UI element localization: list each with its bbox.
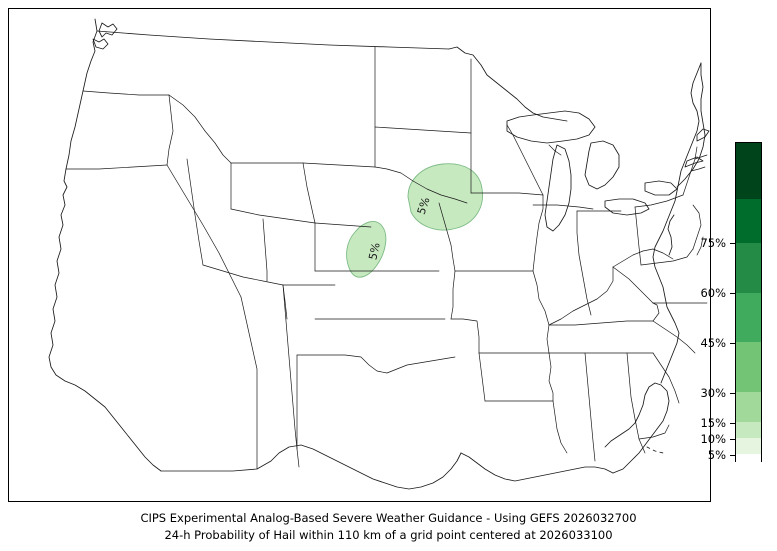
contour-fill-group	[346, 163, 483, 278]
border-mo-il-mississippi	[532, 270, 550, 354]
atlantic-coastline	[652, 62, 702, 384]
border-nd-sd	[374, 126, 472, 134]
colorbar-band-15-30	[736, 391, 761, 423]
border-ga-sc	[652, 352, 680, 404]
mexico-border	[160, 444, 462, 490]
colorbar-band-5-10	[736, 438, 761, 454]
contour-label-group: 5% 5%	[366, 196, 432, 262]
border-ca-nv	[166, 164, 242, 298]
border-pa-ny	[634, 194, 684, 208]
contour-region-colorado	[346, 221, 387, 278]
border-ut-co	[262, 218, 268, 282]
border-nj-ny	[692, 204, 702, 250]
border-in-il	[576, 210, 592, 316]
colorbar-gradient	[735, 142, 762, 474]
border-il-wi	[532, 204, 594, 210]
border-id-west	[166, 94, 174, 166]
contour-region-iowa	[407, 163, 483, 231]
border-mo-ok-ar	[450, 318, 480, 354]
pacific-coastline	[48, 18, 162, 472]
lake-huron	[584, 140, 620, 190]
border-ky-wv-va	[612, 266, 654, 304]
border-nv-ut	[186, 158, 204, 266]
colorbar-band-60-75	[736, 243, 761, 293]
border-ne-ia-missouri-river	[438, 202, 456, 272]
border-ky-tn	[548, 320, 654, 326]
colorbar-band-90-100	[736, 143, 761, 199]
border-ar-la-tx	[478, 352, 486, 402]
conus-map: 5% 5%	[48, 18, 710, 490]
border-de	[696, 236, 704, 256]
contour-label-iowa: 5%	[415, 196, 433, 217]
colorbar-band-below-5	[736, 453, 761, 474]
border-oh-ky-ohio-river	[548, 266, 614, 326]
border-ia-wi-mississippi	[532, 194, 544, 272]
lake-erie	[604, 198, 650, 216]
border-ny-ne	[682, 146, 698, 196]
border-ia-mn	[470, 192, 544, 196]
border-mo-ks	[450, 270, 456, 320]
caption-line-2: 24-h Probability of Hail within 110 km o…	[164, 528, 613, 542]
olympic-coast-detail	[92, 38, 109, 50]
border-ut-az-nv	[202, 264, 284, 286]
border-or-ca-nv	[65, 164, 168, 170]
state-boundaries-group	[65, 46, 708, 470]
colorbar-band-30-45	[736, 342, 761, 392]
border-ca-az	[240, 296, 258, 470]
puget-sound-detail	[98, 22, 118, 38]
border-ms-al	[584, 352, 596, 462]
border-mi-straits	[548, 144, 562, 156]
border-oh-pa	[634, 206, 642, 266]
border-ok-panhandle-west	[282, 284, 288, 320]
border-id-mt	[168, 94, 232, 164]
border-sc-nc	[652, 320, 696, 354]
minnesota-north-border	[448, 46, 568, 122]
border-wy-ut-co	[230, 208, 316, 224]
caption-line-1: CIPS Experimental Analog-Based Severe We…	[140, 511, 637, 525]
border-ga-fl	[638, 424, 670, 440]
border-ar-ms-mississippi	[548, 352, 554, 402]
border-la-ms	[552, 400, 568, 454]
cape-cod	[696, 128, 710, 142]
border-wy-co-ne	[314, 222, 372, 228]
lake-michigan	[544, 144, 572, 232]
border-pa-md	[640, 248, 694, 266]
canada-border-49th	[96, 30, 450, 50]
border-ok-tx	[296, 354, 456, 374]
colorbar-band-75-90	[736, 198, 761, 244]
lake-ontario	[644, 180, 678, 196]
colorbar-band-10-15	[736, 422, 761, 439]
contour-label-colorado: 5%	[366, 241, 382, 261]
border-az-nm	[282, 284, 300, 468]
lake-superior	[506, 110, 596, 144]
border-wi-mn	[506, 124, 544, 196]
figure-caption: CIPS Experimental Analog-Based Severe We…	[0, 510, 777, 544]
border-va-wv	[612, 248, 674, 268]
border-ct-ny	[690, 166, 706, 172]
border-al-ga	[626, 352, 646, 454]
border-tn-nc	[652, 302, 660, 322]
gulf-coast-texas	[460, 452, 614, 482]
florida-keys	[646, 446, 664, 454]
border-wy-east	[302, 162, 316, 224]
border-sd-ne	[374, 166, 468, 204]
border-wa-or	[82, 90, 170, 96]
chesapeake-bay	[667, 214, 675, 256]
border-mt-nd-sd	[302, 162, 376, 168]
border-ma-ct	[694, 154, 708, 160]
map-frame: 5% 5%	[8, 8, 711, 502]
colorbar-band-45-60	[736, 292, 761, 343]
colorbar: 75% 60% 45% 30% 15% 10% 5%	[700, 142, 762, 474]
